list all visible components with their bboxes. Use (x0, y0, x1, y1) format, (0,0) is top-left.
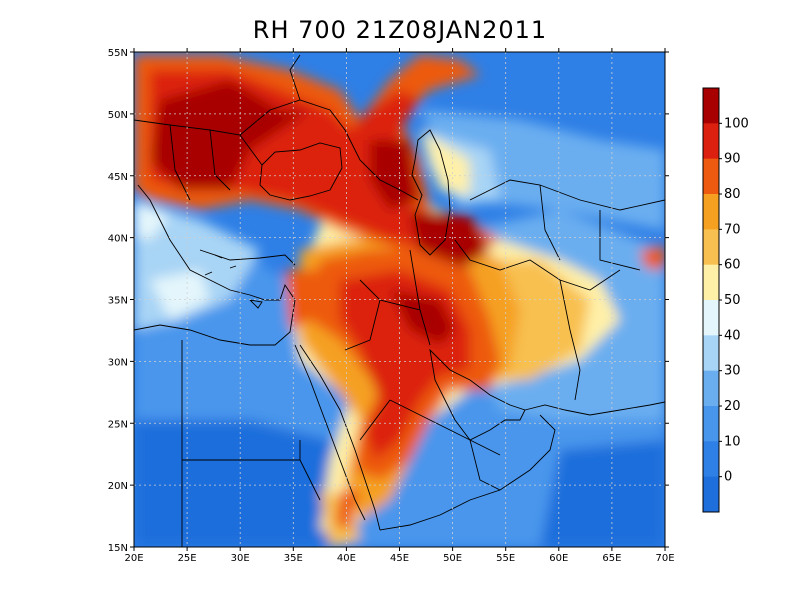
colorbar-swatch (703, 88, 719, 124)
borders-europe (134, 54, 419, 201)
lat-tick-label: 55N (108, 48, 128, 59)
colorbar-swatch (703, 300, 719, 336)
colorbar-swatch (703, 229, 719, 266)
lat-tick-label: 30N (108, 357, 128, 368)
colorbar-label: 80 (724, 187, 741, 202)
lon-tick-label: 40E (337, 553, 356, 564)
iran-coast (524, 401, 665, 416)
lon-tick-label: 70E (655, 553, 674, 564)
lat-tick-label: 50N (108, 110, 128, 121)
mediterranean-coast (134, 184, 296, 346)
lon-tick-label: 25E (178, 553, 197, 564)
colorbar-swatch (703, 476, 719, 513)
lon-tick-label: 50E (443, 553, 462, 564)
lat-tick-label: 20N (108, 481, 128, 492)
field-region-lt0 (134, 420, 340, 547)
field-region-50-60-northeast (420, 130, 470, 195)
lat-tick-label: 35N (108, 296, 128, 307)
colorbar-label: 90 (724, 152, 741, 167)
borders-central-asia (469, 179, 665, 271)
colorbar-label: 40 (724, 328, 741, 343)
lon-tick-label: 45E (390, 553, 409, 564)
field-region-lt0-south (540, 440, 665, 547)
lon-tick-label: 65E (602, 553, 621, 564)
black-sea-coast (259, 142, 343, 201)
field-region-80-90-far-east (640, 245, 665, 270)
colorbar-swatch (703, 158, 719, 195)
persian-gulf-coast (429, 348, 526, 441)
colorbar-swatch (703, 264, 719, 301)
coastlines (134, 54, 665, 547)
nile-and-borders-africa (181, 340, 321, 547)
lon-tick-label: 55E (496, 553, 515, 564)
lat-tick-label: 15N (108, 543, 128, 554)
colorbar-label: 30 (724, 364, 741, 379)
colorbar-label: 10 (724, 434, 741, 449)
lat-tick-label: 40N (108, 234, 128, 245)
lat-tick-label: 25N (108, 419, 128, 430)
colorbar-label: 100 (724, 116, 749, 131)
caspian-sea-coast (411, 129, 451, 256)
field-region-80-90-levant (285, 270, 320, 330)
colorbar-swatch (703, 441, 719, 478)
field-region-gt100-central (370, 140, 420, 210)
lat-tick-label: 45N (108, 172, 128, 183)
field-region-80-90-south (335, 490, 360, 530)
longitude-axis: 20E 25E 30E 35E 40E 45E 50E 55E 60E 65E 70E (124, 48, 675, 564)
field-region-40-50-northwest (134, 200, 170, 240)
map-title: RH 700 21Z08JAN2011 (252, 16, 548, 44)
colorbar-swatch (703, 194, 719, 230)
borders-mideast (344, 239, 621, 401)
field-region-40-50-west (150, 270, 210, 320)
red-sea-coast-east (299, 344, 381, 531)
colorbar-swatch (703, 406, 719, 442)
aegean-islands (204, 254, 263, 309)
lon-tick-label: 30E (231, 553, 250, 564)
field-region-gt100-north (150, 80, 310, 190)
lon-tick-label: 35E (284, 553, 303, 564)
lon-tick-label: 60E (549, 553, 568, 564)
gridlines (134, 52, 665, 547)
colorbar-label: 50 (724, 293, 741, 308)
lon-tick-label: 20E (124, 553, 143, 564)
colorbar-label: 20 (724, 399, 741, 414)
latitude-axis: 55N 50N 45N 40N 35N 30N 25N 20N 15N (108, 48, 669, 554)
red-sea-coast-west (294, 344, 366, 521)
colorbar-swatch (703, 123, 719, 160)
colorbar-label: 0 (724, 470, 732, 485)
arabia-interior-borders (359, 399, 501, 491)
colorbar-label: 70 (724, 222, 741, 237)
colorbar-label: 60 (724, 258, 741, 273)
colorbar-swatch (703, 335, 719, 372)
colorbar-swatch (703, 370, 719, 407)
